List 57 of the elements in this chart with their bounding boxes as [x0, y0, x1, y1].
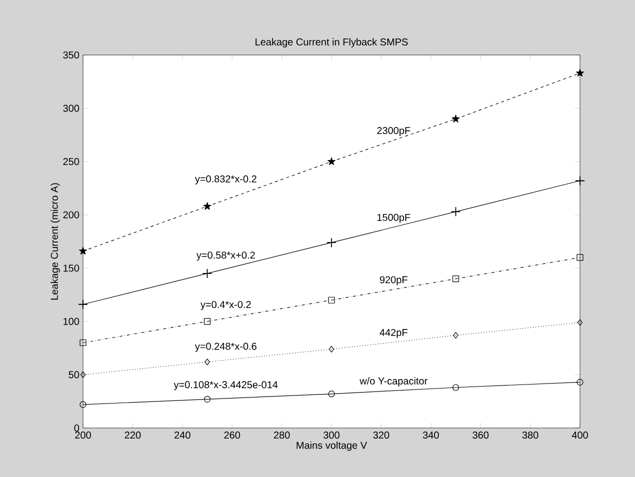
point	[80, 371, 86, 378]
point	[452, 384, 460, 391]
x-axis-title: Mains voltage V	[296, 441, 368, 451]
y-tick-label: 150	[64, 264, 80, 272]
series-label: w/o Y-capacitor	[360, 377, 428, 386]
y-tick-label: 250	[63, 158, 80, 166]
point	[328, 296, 335, 304]
point	[452, 276, 460, 282]
series-label: 1500pF	[377, 214, 410, 223]
series-label: 442pF	[380, 328, 408, 338]
point	[328, 390, 335, 398]
y-tick-label: 200	[63, 211, 80, 218]
point	[327, 157, 336, 166]
y-tick-label: 100	[64, 318, 80, 325]
point	[576, 68, 584, 77]
y-axis-title: Leakage Current (micro A)	[50, 183, 60, 300]
x-tick-label: 340	[422, 432, 439, 439]
point	[577, 319, 583, 326]
series-label: 2300pF	[377, 127, 410, 136]
x-tick-label: 200	[75, 432, 91, 439]
annotation: y=0.248*x-0.6	[194, 342, 256, 352]
point	[78, 246, 88, 255]
x-tick-label: 320	[373, 432, 390, 439]
point	[452, 114, 460, 122]
point	[328, 346, 334, 352]
chart-title: Leakage Current in Flyback SMPS	[256, 38, 408, 48]
point	[203, 202, 212, 210]
point	[204, 396, 211, 403]
annotation: y=0.58*x+0.2	[196, 252, 255, 261]
point	[80, 401, 86, 408]
x-tick-label: 300	[324, 432, 340, 439]
point	[80, 339, 86, 346]
point	[575, 176, 585, 186]
point	[326, 238, 336, 248]
point	[450, 206, 461, 217]
point	[204, 358, 210, 366]
y-tick-label: 300	[63, 104, 80, 112]
y-tick-label: 50	[68, 371, 80, 378]
x-tick-label: 280	[274, 432, 290, 439]
point	[453, 332, 458, 339]
point	[576, 254, 584, 261]
point	[202, 268, 212, 278]
point	[78, 299, 88, 310]
annotation: y=0.108*x-3.4425e-014	[174, 381, 278, 390]
x-tick-label: 220	[124, 432, 141, 439]
point	[576, 378, 584, 386]
x-tick-label: 260	[224, 432, 240, 439]
point	[204, 318, 211, 325]
y-tick-label: 0	[74, 424, 80, 432]
series-label: 920pF	[380, 276, 408, 286]
annotation: y=0.4*x-0.2	[200, 300, 251, 310]
annotation: y=0.832*x-0.2	[194, 175, 256, 184]
x-tick-label: 400	[572, 432, 588, 439]
x-tick-label: 360	[472, 432, 489, 439]
y-tick-label: 350	[63, 51, 80, 59]
x-tick-label: 240	[174, 432, 190, 439]
x-tick-label: 380	[522, 432, 538, 439]
